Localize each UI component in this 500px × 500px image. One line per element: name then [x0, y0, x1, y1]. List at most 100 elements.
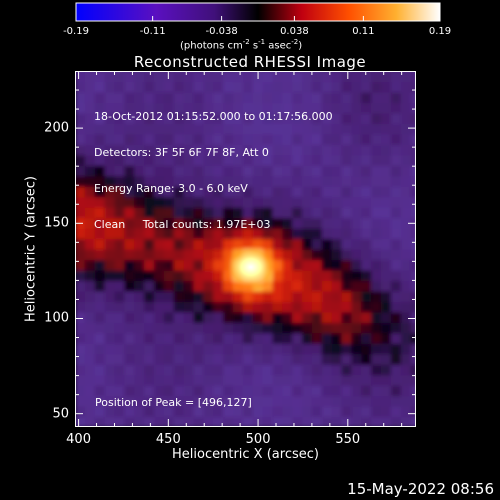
- heatmap-cell: [351, 301, 362, 313]
- heatmap-cell: [223, 280, 234, 292]
- heatmap-cell: [272, 322, 283, 334]
- heatmap-cell: [381, 406, 392, 418]
- heatmap-cell: [400, 406, 412, 418]
- heatmap-cell: [183, 196, 195, 208]
- heatmap-cell: [302, 343, 313, 355]
- heatmap-cell: [203, 416, 214, 427]
- heatmap-cell: [420, 113, 430, 124]
- heatmap-cell: [311, 416, 323, 427]
- heatmap-cell: [232, 175, 244, 187]
- heatmap-cell: [282, 249, 293, 261]
- heatmap-cell: [262, 406, 274, 418]
- heatmap-cell: [282, 374, 293, 386]
- heatmap-cell: [400, 311, 412, 323]
- heatmap-cell: [134, 374, 145, 386]
- heatmap-cell: [153, 102, 165, 114]
- heatmap-cell: [223, 301, 234, 313]
- heatmap-cell: [302, 364, 313, 376]
- heatmap-cell: [193, 416, 204, 427]
- heatmap-cell: [302, 269, 313, 282]
- heatmap-cell: [371, 406, 382, 418]
- heatmap-cell: [203, 385, 214, 397]
- heatmap-cell: [183, 133, 195, 145]
- heatmap-cell: [361, 228, 372, 240]
- heatmap-cell: [232, 416, 244, 427]
- heatmap-cell: [144, 269, 155, 282]
- heatmap-cell: [292, 249, 303, 261]
- heatmap-cell: [252, 343, 264, 355]
- heatmap-cell: [311, 290, 323, 302]
- heatmap-cell: [124, 406, 135, 418]
- heatmap-cell: [420, 239, 430, 250]
- heatmap-cell: [390, 280, 402, 292]
- peak-hotspot: [222, 243, 279, 292]
- heatmap-cell: [242, 144, 254, 156]
- heatmap-cell: [331, 144, 343, 156]
- heatmap-cell: [311, 280, 323, 292]
- heatmap-cell: [420, 102, 430, 113]
- heatmap-cell: [351, 353, 362, 365]
- heatmap-cell: [183, 175, 195, 187]
- heatmap-cell: [390, 112, 402, 124]
- heatmap-cell: [193, 280, 204, 292]
- heatmap-cell: [341, 332, 352, 344]
- heatmap-cell: [292, 102, 303, 114]
- heatmap-cell: [321, 322, 333, 334]
- heatmap-cell: [410, 249, 416, 261]
- heatmap-cell: [390, 207, 402, 219]
- heatmap-cell: [331, 154, 343, 166]
- heatmap-cell: [262, 364, 274, 376]
- heatmap-cell: [104, 186, 116, 198]
- heatmap-cell: [400, 112, 412, 124]
- heatmap-cell: [242, 217, 254, 229]
- heatmap-cell: [292, 364, 303, 376]
- heatmap-cell: [144, 71, 155, 83]
- heatmap-cell: [351, 332, 362, 344]
- heatmap-cell: [84, 385, 96, 397]
- heatmap-cell: [371, 238, 382, 250]
- heatmap-cell: [381, 364, 392, 376]
- heatmap-cell: [420, 364, 430, 375]
- heatmap-cell: [371, 343, 382, 355]
- heatmap-cell: [223, 207, 234, 219]
- heatmap-cell: [390, 91, 402, 104]
- heatmap-cell: [311, 217, 323, 229]
- heatmap-cell: [84, 269, 96, 282]
- heatmap-cell: [252, 133, 264, 145]
- heatmap-cell: [144, 353, 155, 365]
- heatmap-cell: [104, 133, 116, 145]
- heatmap-cell: [371, 154, 382, 166]
- heatmap-cell: [173, 249, 185, 261]
- heatmap-cell: [134, 353, 145, 365]
- heatmap-cell: [381, 186, 392, 198]
- heatmap-cell: [302, 395, 313, 407]
- heatmap-cell: [124, 175, 135, 187]
- heatmap-cell: [75, 332, 86, 344]
- heatmap-cell: [321, 249, 333, 261]
- heatmap-cell: [311, 196, 323, 208]
- heatmap-cell: [193, 91, 204, 104]
- heatmap-cell: [84, 301, 96, 313]
- heatmap-cell: [252, 165, 264, 177]
- heatmap-cell: [163, 374, 175, 386]
- plot-frame: [75, 71, 416, 427]
- heatmap-cell: [124, 112, 135, 124]
- heatmap-cell: [371, 144, 382, 156]
- heatmap-cell: [213, 301, 224, 313]
- heatmap-cell: [134, 249, 145, 261]
- heatmap-cell: [282, 364, 293, 376]
- heatmap-cell: [400, 416, 412, 427]
- heatmap-cell: [242, 374, 254, 386]
- detectors-text: Detectors: 3F 5F 6F 7F 8F, Att 0: [94, 146, 269, 159]
- heatmap-cell: [75, 343, 86, 355]
- heatmap-cell: [282, 322, 293, 334]
- heatmap-cell: [232, 290, 244, 302]
- heatmap-cell: [173, 259, 185, 271]
- heatmap-cell: [321, 416, 333, 427]
- heatmap-cell: [242, 112, 254, 124]
- heatmap-cell: [361, 238, 372, 250]
- heatmap-cell: [341, 269, 352, 282]
- heatmap-cell: [124, 332, 135, 344]
- heatmap-cell: [134, 144, 145, 156]
- heatmap-cell: [203, 144, 214, 156]
